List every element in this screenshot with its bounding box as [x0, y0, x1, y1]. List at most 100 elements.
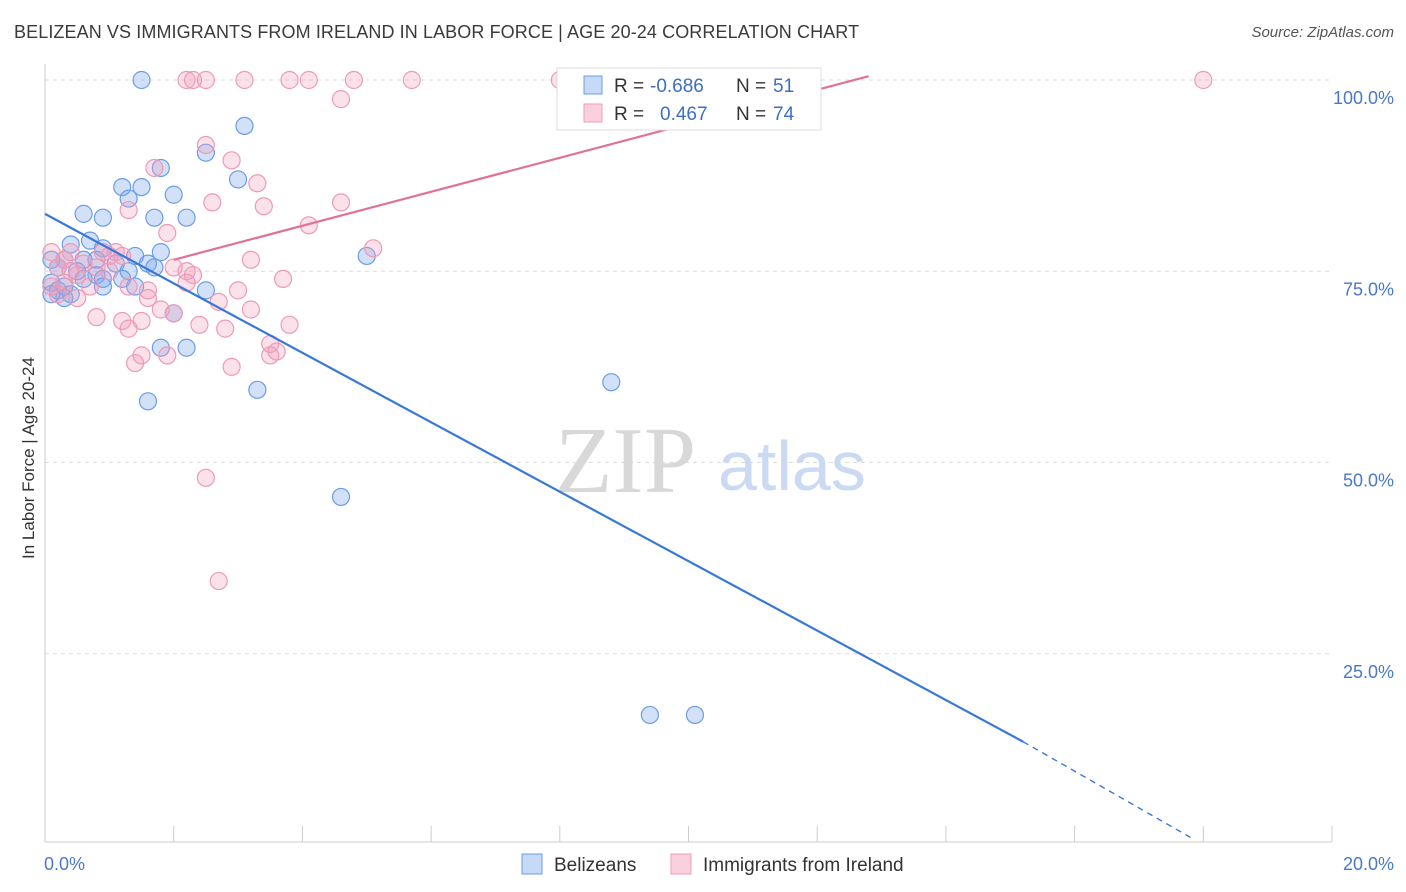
source-credit: Source: ZipAtlas.com — [1251, 24, 1394, 41]
point-ireland-6 — [344, 70, 363, 90]
watermark-zip: ZIP — [555, 409, 696, 513]
point-ireland-55 — [164, 304, 183, 323]
y-tick-label-50: 50.0% — [1343, 471, 1394, 491]
point-belizeans-50 — [685, 705, 705, 725]
point-ireland-5 — [299, 70, 318, 90]
point-ireland-42 — [273, 269, 293, 288]
point-ireland-20 — [254, 197, 273, 216]
point-belizeans-4 — [151, 158, 170, 178]
y-tick-label-100: 100.0% — [1333, 88, 1394, 108]
legend-r-label-2: R = — [614, 104, 644, 125]
point-belizeans-46 — [248, 380, 267, 399]
x-tick-label-min: 0.0% — [44, 854, 85, 874]
series-legend: Belizeans Immigrants from Ireland — [521, 853, 904, 876]
y-axis-label: In Labor Force | Age 20-24 — [19, 357, 38, 559]
point-ireland-69 — [125, 353, 145, 373]
x-tick-label-max: 20.0% — [1343, 854, 1394, 874]
legend-n-label-1: N = — [736, 76, 766, 97]
legend-n-label-2: N = — [736, 104, 766, 125]
point-belizeans-9 — [74, 204, 93, 223]
point-belizeans-6 — [113, 178, 132, 197]
point-ireland-49 — [228, 281, 248, 300]
point-ireland-67 — [158, 346, 177, 365]
data-points — [42, 70, 1213, 725]
point-ireland-21 — [119, 200, 138, 220]
point-ireland-24 — [364, 239, 383, 258]
point-ireland-4 — [280, 70, 299, 90]
legend-n-value-1: 51 — [773, 76, 794, 97]
point-ireland-16 — [145, 158, 164, 178]
watermark: ZIP atlas — [555, 409, 866, 513]
point-ireland-12 — [1194, 70, 1213, 90]
point-ireland-52 — [138, 288, 158, 308]
point-ireland-34 — [241, 250, 261, 269]
point-ireland-51 — [68, 288, 87, 308]
point-belizeans-48 — [331, 487, 351, 507]
point-belizeans-39 — [196, 281, 215, 300]
point-ireland-17 — [248, 174, 267, 193]
point-ireland-18 — [203, 193, 222, 212]
point-ireland-39 — [100, 262, 119, 281]
point-ireland-62 — [119, 319, 138, 338]
point-belizeans-37 — [93, 277, 113, 296]
point-ireland-48 — [138, 281, 158, 300]
legend-r-value-2: 0.467 — [660, 104, 708, 125]
point-ireland-2 — [196, 70, 215, 90]
point-ireland-61 — [280, 315, 299, 334]
legend-n-value-2: 74 — [773, 104, 795, 125]
point-belizeans-10 — [93, 208, 113, 227]
y-tick-label-25: 25.0% — [1343, 662, 1394, 682]
point-ireland-7 — [402, 70, 421, 90]
y-tick-label-75: 75.0% — [1343, 279, 1394, 299]
point-belizeans-11 — [145, 208, 164, 227]
point-ireland-3 — [235, 70, 254, 90]
legend-r-label-1: R = — [614, 76, 644, 97]
point-belizeans-16 — [151, 243, 170, 262]
point-ireland-45 — [80, 277, 100, 296]
point-ireland-46 — [119, 277, 138, 296]
point-ireland-63 — [216, 319, 235, 338]
point-ireland-72 — [209, 571, 228, 591]
point-belizeans-1 — [235, 116, 254, 136]
watermark-atlas: atlas — [718, 427, 866, 505]
point-ireland-71 — [196, 468, 215, 487]
point-ireland-50 — [48, 285, 67, 304]
point-belizeans-44 — [177, 338, 196, 357]
point-belizeans-5 — [132, 178, 151, 197]
point-ireland-70 — [222, 357, 241, 376]
point-ireland-13 — [331, 90, 351, 109]
point-belizeans-45 — [138, 392, 158, 411]
legend-swatch-ireland — [583, 103, 603, 123]
bottom-legend-swatch-ireland — [670, 853, 692, 875]
point-belizeans-12 — [177, 208, 196, 227]
point-ireland-15 — [222, 151, 241, 170]
point-belizeans-8 — [164, 185, 183, 204]
point-ireland-23 — [158, 223, 177, 243]
trend-line-belizeans — [44, 212, 1024, 743]
point-ireland-56 — [241, 300, 261, 319]
trend-line-belizeans-extension — [1022, 741, 1191, 838]
point-belizeans-41 — [42, 285, 61, 304]
point-ireland-44 — [55, 273, 74, 292]
point-belizeans-13 — [61, 235, 80, 254]
point-ireland-19 — [331, 193, 351, 212]
point-ireland-60 — [190, 315, 209, 334]
point-ireland-1 — [183, 70, 203, 90]
bottom-legend-label-belizeans: Belizeans — [554, 855, 636, 876]
point-ireland-57 — [87, 308, 106, 327]
legend-r-value-1: -0.686 — [650, 76, 704, 97]
point-ireland-68 — [261, 346, 280, 365]
point-belizeans-49 — [640, 705, 659, 725]
bottom-legend-swatch-belizeans — [521, 853, 543, 875]
point-belizeans-3 — [228, 170, 248, 189]
chart-title: BELIZEAN VS IMMIGRANTS FROM IRELAND IN L… — [14, 22, 860, 42]
point-ireland-47 — [177, 273, 196, 292]
axes: 25.0% 50.0% 75.0% 100.0% 0.0% 20.0% — [44, 64, 1394, 874]
legend-swatch-belizeans — [583, 75, 603, 95]
point-belizeans-2 — [196, 143, 215, 162]
correlation-legend: R = -0.686 N = 51 R = 0.467 N = 74 — [556, 67, 822, 131]
point-ireland-14 — [196, 135, 215, 155]
point-belizeans-47 — [602, 373, 621, 392]
bottom-legend-label-ireland: Immigrants from Ireland — [703, 855, 904, 876]
